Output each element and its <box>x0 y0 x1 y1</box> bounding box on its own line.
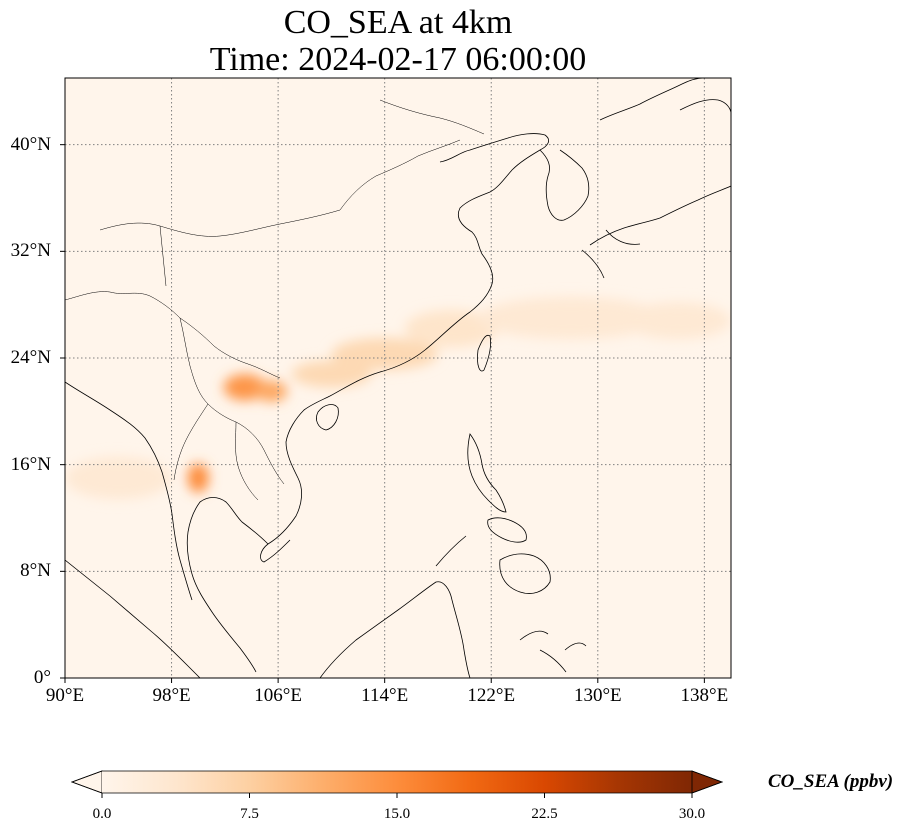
colorbar <box>70 770 724 798</box>
coastline-japan-south <box>581 229 641 279</box>
axis-tick-marks <box>60 144 705 683</box>
co-plume-8 <box>65 456 172 500</box>
coastline-russia <box>599 78 705 121</box>
lat-tick-label: 32°N <box>10 240 51 262</box>
lat-tick-label: 8°N <box>20 560 51 582</box>
coastline-japan <box>589 185 731 246</box>
co-plume-1 <box>255 380 288 403</box>
co-plume-7 <box>624 302 731 340</box>
plot-title-line1: CO_SEA at 4km <box>283 4 513 41</box>
colorbar-tick-marks <box>101 793 693 798</box>
coastline-borneo <box>319 581 471 678</box>
lon-tick-label: 90°E <box>45 685 85 706</box>
plot-title-line2: Time: 2024-02-17 06:00:00 <box>209 41 587 78</box>
colorbar-tick-label: 15.0 <box>383 806 411 822</box>
coastline-visayas <box>487 517 527 543</box>
coastline-myanmar <box>65 381 193 601</box>
colorbar-tick-label: 30.0 <box>678 806 706 822</box>
colorbar-tick-label: 22.5 <box>531 806 558 822</box>
co-plume-5 <box>404 310 498 348</box>
coastline-sumatra <box>65 559 201 678</box>
lon-tick-label: 98°E <box>152 685 191 706</box>
lon-tick-label: 122°E <box>467 685 516 706</box>
coastline-korea <box>539 149 590 221</box>
colorbar-gradient <box>102 771 692 793</box>
colorbar-tick-label: 0.0 <box>92 806 112 822</box>
colorbar-label: CO_SEA (ppbv) <box>768 771 894 792</box>
coastlines <box>65 78 731 678</box>
coastline-hainan <box>316 404 339 431</box>
lon-tick-label: 106°E <box>254 685 302 706</box>
lat-tick-label: 16°N <box>10 453 51 475</box>
coastline-palawan <box>435 535 467 567</box>
colorbar-extend-min <box>70 770 103 794</box>
lat-tick-label: 24°N <box>10 347 51 368</box>
coastline-indochina <box>186 395 331 673</box>
country-borders <box>65 99 485 501</box>
co-plume-3 <box>291 360 372 388</box>
co-plume-0 <box>223 374 267 401</box>
co-plume-2 <box>187 463 209 493</box>
coastline-sulawesi <box>519 630 587 673</box>
co-plume-6 <box>477 296 665 340</box>
gridlines <box>65 78 731 678</box>
coastline-taiwan <box>477 334 492 372</box>
map-frame <box>64 77 732 679</box>
coastline-luzon <box>467 433 507 513</box>
lon-tick-label: 130°E <box>573 685 622 706</box>
lat-tick-label: 40°N <box>10 133 51 155</box>
coastline-mindanao <box>499 553 551 594</box>
lon-tick-label: 114°E <box>361 685 409 706</box>
map-background <box>65 78 731 678</box>
coastline-china <box>329 133 549 397</box>
lat-tick-label: 0° <box>33 667 51 688</box>
colorbar-extend-max <box>691 770 724 794</box>
lon-tick-label: 138°E <box>680 685 729 706</box>
coastline-hokkaido <box>679 99 731 115</box>
colorbar-tick-label: 7.5 <box>240 806 259 822</box>
